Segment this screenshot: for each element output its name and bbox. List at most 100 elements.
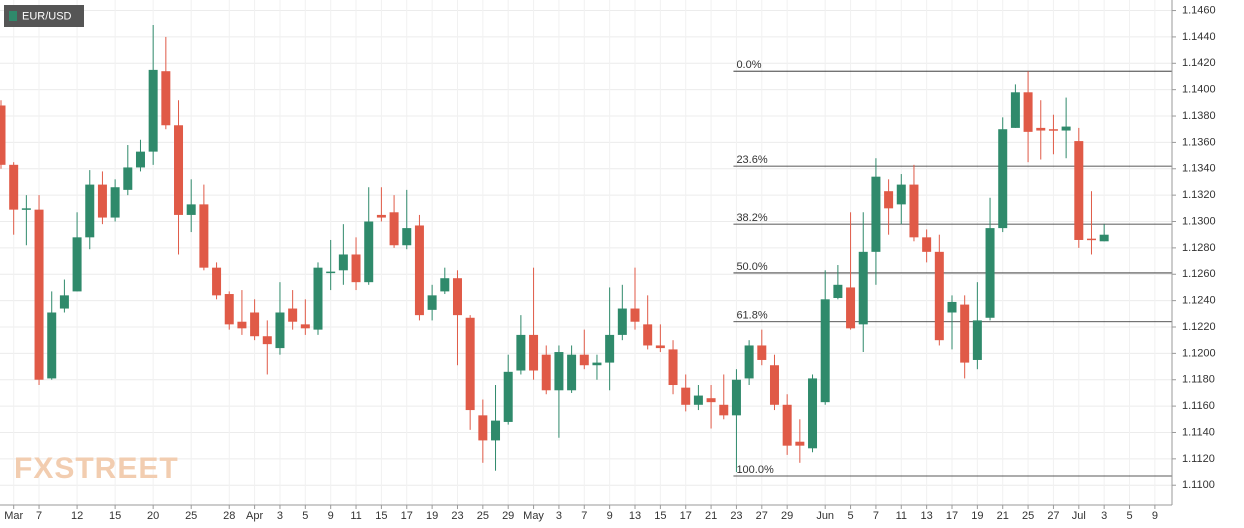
x-tick-label: 13	[921, 510, 933, 522]
candle-body	[896, 184, 906, 205]
x-tick-label: Apr	[246, 510, 263, 522]
candle-body	[795, 441, 805, 446]
fib-level-label: 23.6%	[736, 154, 767, 166]
fib-level-label: 38.2%	[736, 212, 767, 224]
candle-body	[909, 184, 919, 238]
candle-body	[1023, 92, 1033, 132]
candle-body	[833, 284, 843, 298]
candle-body	[34, 209, 44, 380]
candle-body	[389, 212, 399, 246]
x-tick-label: 29	[502, 510, 514, 522]
candle-body	[529, 334, 539, 371]
y-tick-label: 1.1180	[1182, 374, 1215, 386]
x-tick-label: 3	[277, 510, 283, 522]
x-tick-label: 9	[1152, 510, 1158, 522]
candle-body	[592, 362, 602, 366]
candle-body	[174, 125, 184, 215]
candle-body	[1048, 129, 1058, 131]
candle-body	[0, 105, 6, 165]
candle-body	[884, 191, 894, 209]
candle-body	[452, 278, 462, 316]
y-tick-label: 1.1220	[1182, 321, 1216, 333]
x-tick-label: 29	[781, 510, 793, 522]
candle-body	[643, 324, 653, 346]
x-tick-label: 15	[654, 510, 666, 522]
candle-body	[161, 71, 171, 126]
legend-label: EUR/USD	[22, 10, 72, 22]
candle-body	[681, 387, 691, 405]
candle-body	[668, 349, 678, 386]
candle-body	[630, 308, 640, 322]
y-tick-label: 1.1120	[1182, 453, 1215, 465]
fibonacci-levels: 0.0% 23.6% 38.2% 50.0% 61.8% 100.0%	[733, 59, 1172, 477]
y-tick-label: 1.1420	[1182, 57, 1216, 69]
y-tick-label: 1.1380	[1182, 110, 1216, 122]
x-tick-label: 23	[451, 510, 463, 522]
x-tick-label: 23	[730, 510, 742, 522]
y-tick-label: 1.1360	[1182, 136, 1216, 148]
candle-body	[820, 299, 830, 403]
candle-body	[97, 184, 107, 218]
x-tick-label: 27	[1047, 510, 1059, 522]
x-tick-label: 13	[629, 510, 641, 522]
candle-body	[554, 352, 564, 391]
candle-body	[9, 164, 19, 210]
x-tick-label: 15	[375, 510, 387, 522]
x-tick-label: May	[523, 510, 544, 522]
candle-body	[858, 251, 868, 325]
y-tick-label: 1.1100	[1182, 479, 1215, 491]
x-tick-label: 11	[896, 510, 907, 522]
y-tick-label: 1.1340	[1182, 163, 1216, 175]
y-tick-label: 1.1400	[1182, 84, 1216, 96]
y-tick-label: 1.1320	[1182, 189, 1216, 201]
x-tick-label: 19	[971, 510, 983, 522]
candle-body	[199, 204, 209, 268]
candle-body	[579, 354, 589, 366]
y-tick-label: 1.1300	[1182, 215, 1216, 227]
x-tick-label: 28	[223, 510, 235, 522]
candle-body	[491, 420, 501, 441]
y-tick-label: 1.1140	[1182, 426, 1215, 438]
candle-body	[1086, 238, 1096, 241]
y-tick-label: 1.1240	[1182, 295, 1216, 307]
legend-box	[4, 5, 84, 27]
y-tick-label: 1.1160	[1182, 400, 1215, 412]
candle-body	[465, 317, 475, 411]
candle-body	[605, 334, 615, 363]
x-tick-label: 11	[350, 510, 361, 522]
candle-body	[744, 345, 754, 379]
candle-body	[47, 312, 57, 379]
x-tick-label: 3	[1101, 510, 1107, 522]
x-tick-label: Jul	[1072, 510, 1086, 522]
candle-body	[72, 237, 82, 292]
x-tick-label: Jun	[816, 510, 834, 522]
x-tick-label: 25	[477, 510, 489, 522]
candle-body	[224, 294, 234, 325]
candle-body	[922, 237, 932, 252]
fib-level-label: 100.0%	[736, 464, 774, 476]
x-tick-label: 5	[302, 510, 308, 522]
candle-body	[947, 301, 957, 313]
candle-body	[300, 324, 310, 329]
x-tick-label: 7	[873, 510, 879, 522]
candle-body	[212, 267, 222, 296]
x-tick-label: 20	[147, 510, 159, 522]
candle-body	[655, 345, 665, 349]
candle-body	[237, 321, 247, 329]
y-tick-label: 1.1260	[1182, 268, 1216, 280]
x-tick-label: 5	[847, 510, 853, 522]
candle-body	[1010, 92, 1020, 128]
candle-body	[541, 354, 551, 391]
candle-body	[85, 184, 95, 238]
candle-body	[972, 320, 982, 360]
candle-body	[376, 214, 386, 218]
candle-body	[288, 308, 298, 322]
candle-body	[402, 228, 412, 246]
legend-swatch	[9, 11, 17, 21]
candle-body	[567, 354, 577, 391]
candle-body	[782, 404, 792, 446]
candle-body	[1099, 234, 1109, 242]
candle-body	[326, 271, 336, 274]
candle-body	[1061, 126, 1071, 131]
candle-body	[808, 378, 818, 449]
